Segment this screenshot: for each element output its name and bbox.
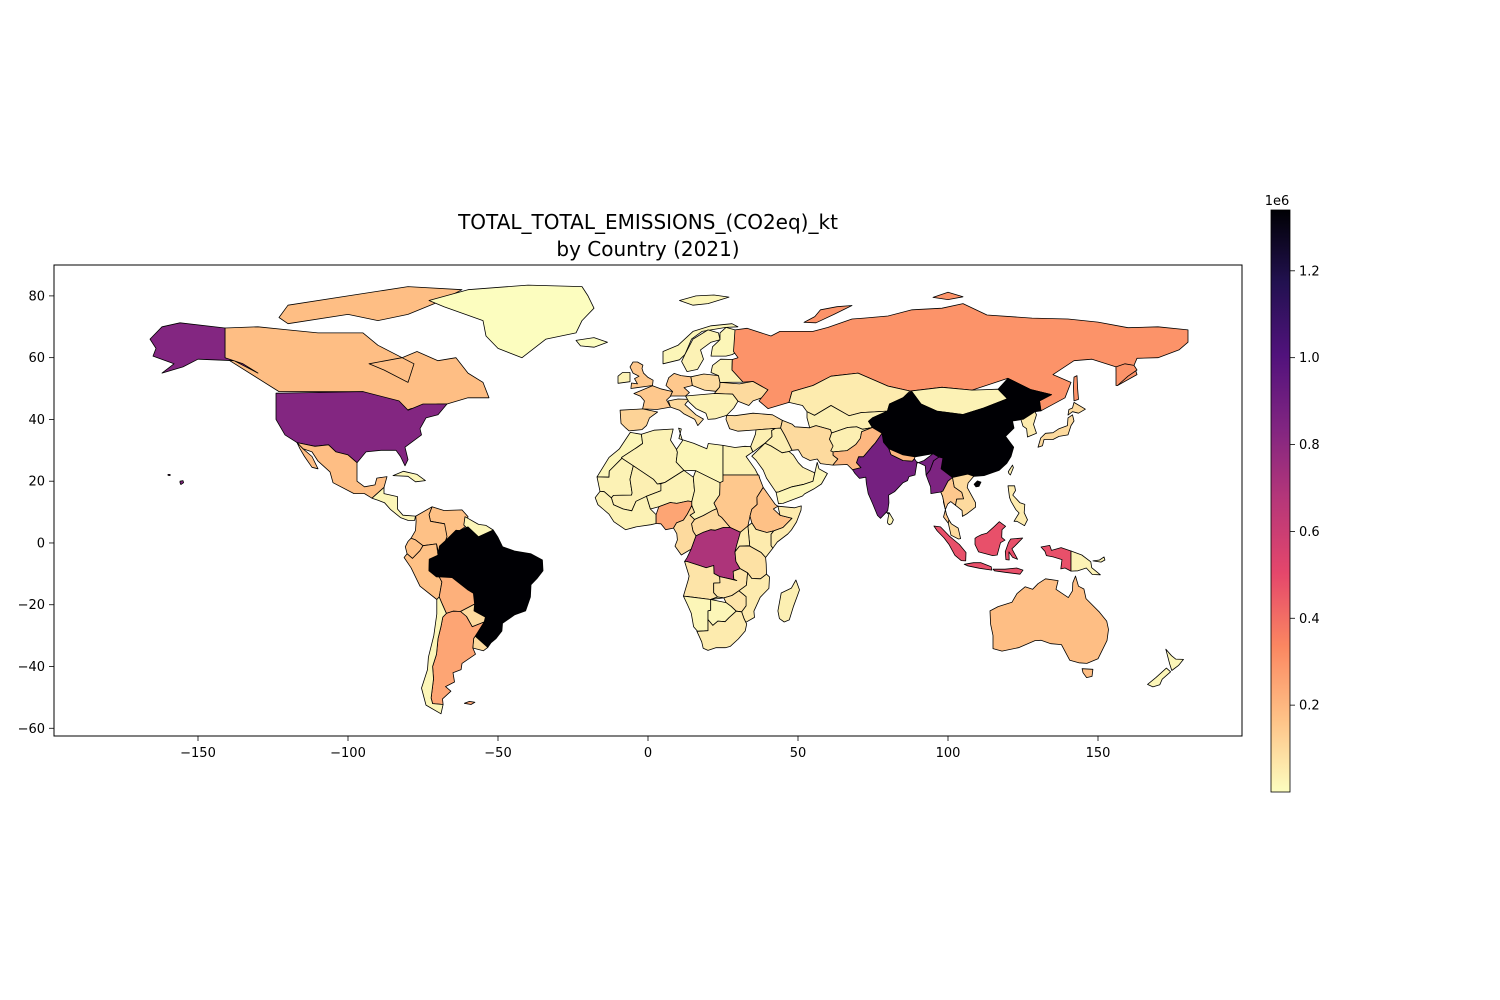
country-new-guinea-west — [1040, 545, 1072, 572]
country-madagascar — [777, 579, 800, 623]
country-laos-vietnam-cambodia — [952, 473, 976, 517]
country-lesser-sunda — [992, 567, 1024, 575]
country-svalbard — [679, 294, 730, 306]
colorbar-tick-label: 0.4 — [1299, 612, 1320, 627]
country-philippines — [1007, 485, 1028, 527]
country-ireland — [617, 372, 631, 384]
chart-title-line1: TOTAL_TOTAL_EMISSIONS_(CO2eq)_kt — [457, 210, 838, 234]
colorbar-frame — [1270, 209, 1291, 793]
y-tick-label: 20 — [28, 475, 45, 490]
chart-title-line2: by Country (2021) — [556, 237, 739, 261]
y-tick-label: 40 — [28, 413, 45, 428]
country-cameroon-gabon — [673, 505, 697, 556]
country-south-africa — [696, 610, 748, 651]
y-tick-label: 0 — [37, 536, 45, 551]
colorbar-tick-label: 0.8 — [1299, 438, 1320, 453]
country-nepal-bangladesh — [888, 448, 916, 462]
country-malaysia-peninsula — [947, 519, 961, 540]
colorbar-tick-label: 0.6 — [1299, 525, 1320, 540]
x-axis: −150 −100 −50 0 50 100 150 — [180, 736, 1110, 761]
country-eastern-europe — [685, 393, 739, 420]
y-tick-label: −20 — [18, 598, 45, 613]
country-new-zealand-south — [1147, 667, 1171, 688]
x-tick-label: 0 — [644, 746, 652, 761]
country-korea — [1020, 411, 1037, 438]
country-united-kingdom — [629, 361, 654, 389]
country-tasmania — [1081, 668, 1094, 678]
country-greenland — [428, 284, 595, 359]
country-falklands — [463, 701, 476, 705]
country-hawaii — [167, 473, 171, 477]
country-kamchatka — [1115, 363, 1138, 386]
y-tick-label: 80 — [28, 289, 45, 304]
country-iceland — [575, 337, 608, 348]
country-severnaya-zemlya — [932, 291, 964, 301]
country-sri-lanka — [887, 512, 894, 526]
country-west-africa — [594, 490, 657, 531]
country-sri-lanka-jaffna — [886, 512, 889, 515]
x-tick-label: −50 — [484, 746, 511, 761]
country-layer — [149, 284, 1189, 715]
country-taiwan — [1007, 464, 1014, 476]
country-sulawesi — [1004, 537, 1024, 561]
country-italy — [668, 398, 704, 427]
x-tick-label: 150 — [1086, 746, 1111, 761]
colorbar-ticks: 0.2 0.4 0.6 0.8 1.0 1.2 — [1290, 264, 1320, 714]
country-sweden — [681, 329, 721, 373]
x-tick-label: 100 — [936, 746, 961, 761]
y-tick-label: −40 — [18, 660, 45, 675]
colorbar-tick-label: 1.0 — [1299, 351, 1320, 366]
x-tick-label: −100 — [330, 746, 366, 761]
country-hawaii-big-island — [179, 480, 185, 486]
colorbar-gradient — [1271, 210, 1290, 792]
country-borneo — [974, 521, 1006, 556]
country-sumatra — [933, 525, 967, 562]
country-melanesia — [1092, 556, 1106, 563]
country-alaska — [149, 322, 259, 374]
y-axis: −60 −40 −20 0 20 40 60 80 — [18, 289, 54, 737]
country-colombia — [410, 506, 448, 557]
country-canadian-arctic-islands — [278, 286, 463, 325]
country-china — [868, 377, 1052, 478]
country-hainan — [973, 480, 982, 488]
country-mexico — [296, 442, 388, 499]
colorbar-tick-label: 1.2 — [1299, 264, 1320, 279]
country-cuba — [392, 470, 426, 483]
country-yemen-oman — [775, 461, 828, 505]
country-hokkaido — [1067, 401, 1086, 416]
y-tick-label: 60 — [28, 351, 45, 366]
country-novaya-zemlya — [803, 305, 853, 324]
country-sakhalin — [1073, 375, 1079, 402]
country-java — [963, 562, 993, 571]
country-baja-california — [296, 442, 319, 470]
colorbar-offset-label: 1e6 — [1265, 194, 1290, 209]
country-france — [633, 385, 673, 410]
country-japan — [1037, 414, 1075, 448]
country-australia — [989, 575, 1109, 664]
colorbar-tick-label: 0.2 — [1299, 699, 1320, 714]
x-tick-label: −150 — [180, 746, 216, 761]
country-spain — [619, 408, 658, 432]
country-papua-new-guinea — [1070, 550, 1101, 576]
y-tick-label: −60 — [18, 722, 45, 737]
country-brazil — [428, 526, 544, 648]
country-new-zealand — [1165, 648, 1184, 671]
country-chile — [421, 596, 447, 715]
country-germany — [665, 372, 693, 397]
x-tick-label: 50 — [790, 746, 807, 761]
country-central-america — [371, 486, 416, 521]
